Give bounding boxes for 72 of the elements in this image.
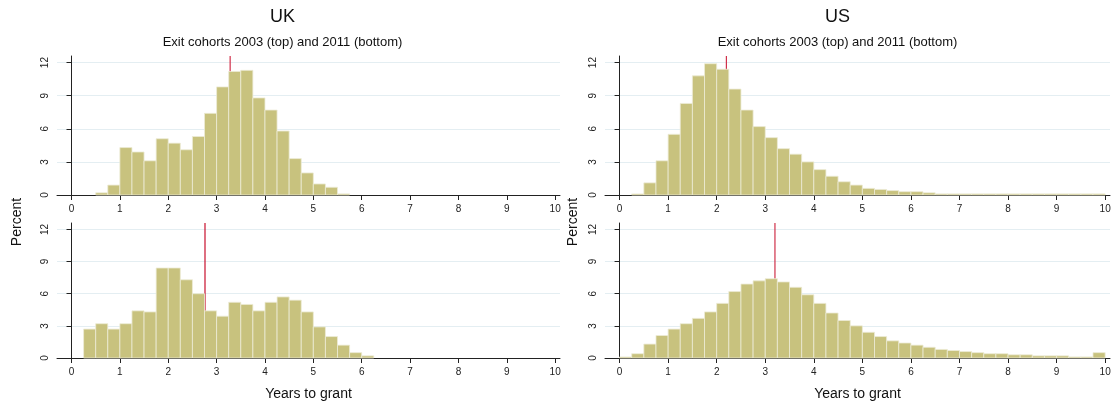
x-tick-label: 1	[665, 202, 672, 214]
y-tick-label: 6	[38, 290, 50, 297]
x-tick-label: 1	[117, 202, 124, 214]
x-tick-label: 8	[455, 202, 462, 214]
y-axis-title: Percent	[563, 196, 581, 249]
x-tick-label: 5	[859, 365, 866, 377]
y-tick-label: 12	[586, 56, 598, 69]
x-tick-label: 0	[68, 202, 75, 214]
x-axis-title: Years to grant	[814, 385, 901, 401]
x-tick-label: 6	[358, 365, 365, 377]
y-tick-label: 3	[38, 322, 50, 329]
y-tick-label: 12	[38, 56, 50, 69]
x-tick-label: 6	[908, 365, 915, 377]
x-tick-label: 9	[1053, 202, 1060, 214]
x-tick-label: 7	[407, 365, 414, 377]
y-tick-label: 12	[38, 223, 50, 235]
chart-subtitle: Exit cohorts 2003 (top) and 2011 (bottom)	[717, 34, 958, 49]
x-tick-label: 1	[117, 365, 124, 377]
x-tick-label: 1	[665, 365, 672, 377]
x-tick-label: 3	[213, 365, 220, 377]
x-tick-label: 3	[762, 202, 769, 214]
x-tick-label: 7	[956, 202, 963, 214]
y-tick-label: 0	[586, 191, 598, 198]
x-tick-label: 4	[262, 365, 269, 377]
x-tick-label: 2	[165, 202, 172, 214]
chart-title: US	[824, 6, 851, 26]
x-tick-label: 5	[310, 202, 317, 214]
y-axis-title: Percent	[7, 196, 25, 249]
x-tick-label: 10	[549, 365, 562, 377]
y-tick-label: 12	[586, 223, 598, 235]
x-tick-label: 3	[762, 365, 769, 377]
x-tick-label: 4	[811, 365, 818, 377]
y-tick-label: 0	[38, 191, 50, 198]
chart-title: UK	[269, 6, 296, 26]
x-tick-label: 9	[1053, 365, 1060, 377]
x-tick-label: 8	[1005, 365, 1012, 377]
x-tick-label: 6	[908, 202, 915, 214]
x-tick-label: 7	[956, 365, 963, 377]
x-tick-label: 6	[358, 202, 365, 214]
x-tick-label: 0	[616, 202, 623, 214]
x-tick-label: 10	[549, 202, 562, 214]
x-tick-label: 3	[213, 202, 220, 214]
x-tick-label: 4	[811, 202, 818, 214]
y-tick-label: 3	[586, 158, 598, 165]
x-tick-label: 8	[455, 365, 462, 377]
x-tick-label: 8	[1005, 202, 1012, 214]
y-tick-label: 0	[586, 354, 598, 361]
y-tick-label: 9	[38, 258, 50, 265]
y-tick-label: 0	[38, 354, 50, 361]
y-tick-label: 6	[38, 125, 50, 132]
x-tick-label: 4	[262, 202, 269, 214]
x-tick-label: 9	[504, 202, 511, 214]
x-tick-label: 9	[504, 365, 511, 377]
x-tick-label: 0	[68, 365, 75, 377]
y-tick-label: 9	[586, 92, 598, 99]
x-tick-label: 0	[616, 365, 623, 377]
y-tick-label: 9	[38, 92, 50, 99]
x-tick-label: 10	[1099, 202, 1112, 214]
x-tick-label: 2	[165, 365, 172, 377]
y-tick-label: 3	[586, 322, 598, 329]
y-tick-label: 9	[586, 258, 598, 265]
x-axis-title: Years to grant	[265, 385, 352, 401]
chart-subtitle: Exit cohorts 2003 (top) and 2011 (bottom)	[162, 34, 403, 49]
y-tick-label: 6	[586, 290, 598, 297]
y-tick-label: 6	[586, 125, 598, 132]
x-tick-label: 2	[713, 202, 720, 214]
x-tick-label: 5	[310, 365, 317, 377]
x-tick-label: 7	[407, 202, 414, 214]
x-tick-label: 5	[859, 202, 866, 214]
x-tick-label: 10	[1099, 365, 1112, 377]
x-tick-label: 2	[713, 365, 720, 377]
y-tick-label: 3	[38, 158, 50, 165]
